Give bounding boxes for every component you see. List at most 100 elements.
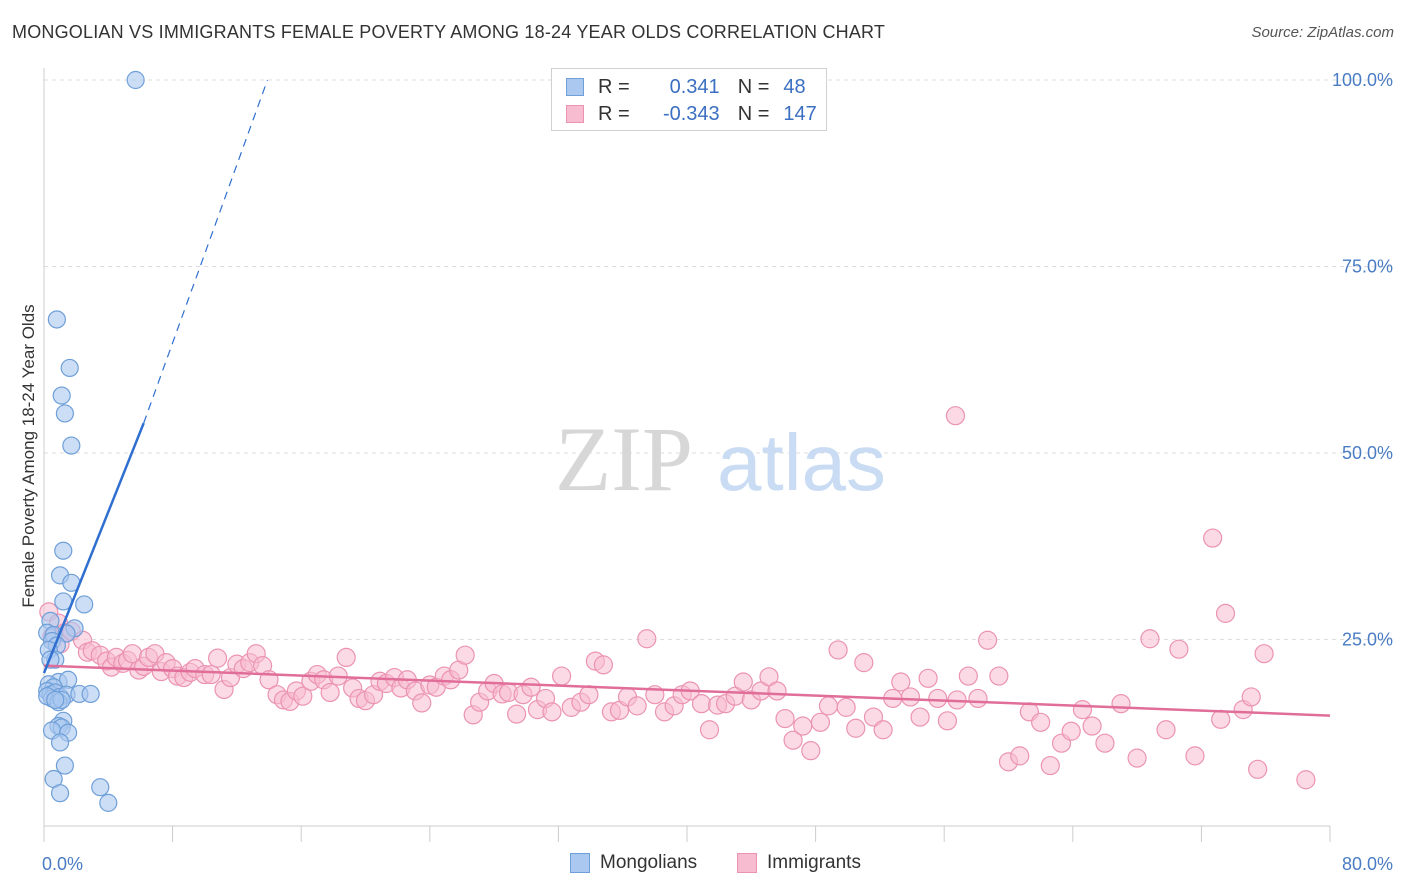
mongolians-points <box>38 70 145 812</box>
mongolians-trend-line <box>42 422 145 674</box>
mongolians-point <box>99 793 118 812</box>
immigrants-point <box>846 718 866 738</box>
immigrants-point <box>699 720 720 740</box>
immigrants-point <box>767 681 787 701</box>
mongolians-point <box>62 436 81 455</box>
immigrants-point <box>691 694 712 714</box>
mongolians-point <box>46 690 65 710</box>
mongolians-point <box>50 733 70 752</box>
immigrants-point <box>201 664 221 685</box>
immigrants-point <box>1248 759 1268 779</box>
y-tick-label-0: 25.0% <box>1342 630 1393 650</box>
mongolians-point <box>55 404 74 423</box>
immigrants-point <box>1010 746 1030 766</box>
immigrants-point <box>1169 639 1189 659</box>
immigrants-swatch <box>566 105 584 123</box>
immigrants-point <box>818 696 839 716</box>
immigrants-point <box>863 707 884 727</box>
immigrants-point <box>978 630 998 650</box>
immigrants-point <box>1156 720 1176 740</box>
y-tick-labels: 25.0% 50.0% 75.0% 100.0% <box>1332 70 1393 650</box>
immigrants-legend-swatch <box>737 853 757 873</box>
immigrants-point <box>552 666 572 686</box>
immigrants-point <box>627 696 647 716</box>
mongolians-legend-label: Mongolians <box>600 852 698 873</box>
immigrants-point <box>783 730 803 750</box>
immigrants-point <box>891 672 911 692</box>
mongolians-legend-swatch <box>570 853 590 873</box>
legend-item-mongolians[interactable]: Mongolians <box>570 852 697 874</box>
immigrants-point <box>1296 770 1316 790</box>
immigrants-trend-line <box>43 664 1331 717</box>
immigrants-point <box>1072 700 1093 720</box>
immigrants-point <box>1127 748 1147 768</box>
grid-lines <box>44 79 1393 640</box>
immigrants-point <box>1040 755 1060 776</box>
y-axis-title: Female Poverty Among 18-24 Year Olds <box>19 304 38 607</box>
immigrants-point <box>1203 528 1223 548</box>
immigrants-point <box>910 707 930 727</box>
immigrants-point <box>455 645 475 665</box>
immigrants-point <box>1140 629 1160 649</box>
mongolians-point <box>60 358 79 378</box>
immigrants-point <box>810 712 831 732</box>
y-tick-label-2: 75.0% <box>1342 257 1393 277</box>
mongolians-point <box>81 684 100 704</box>
immigrants-point <box>1095 733 1115 753</box>
immigrants-point <box>836 697 856 717</box>
mongolians-point <box>75 595 94 614</box>
immigrants-legend-label: Immigrants <box>767 852 861 873</box>
mongolians-point <box>126 70 145 90</box>
immigrants-point <box>937 711 958 731</box>
immigrants-point <box>873 720 893 740</box>
immigrants-point <box>793 716 813 736</box>
y-tick-label-1: 50.0% <box>1342 443 1393 463</box>
mongolians-point <box>47 310 66 329</box>
immigrants-point <box>412 693 432 713</box>
immigrants-point <box>320 682 340 703</box>
immigrants-point <box>542 702 562 722</box>
immigrants-point <box>579 685 599 705</box>
immigrants-n-value: 147 <box>783 102 817 125</box>
legend-row-immigrants: R = -0.343 N = 147 <box>566 102 817 126</box>
watermark-zip: ZIP <box>555 408 693 510</box>
r-label: R = <box>598 75 630 98</box>
immigrants-point <box>801 741 821 761</box>
mongolians-r-value: 0.341 <box>669 75 720 98</box>
chart-title: MONGOLIAN VS IMMIGRANTS FEMALE POVERTY A… <box>12 22 886 42</box>
immigrants-point <box>1082 716 1102 736</box>
immigrants-point <box>1211 709 1231 729</box>
mongolians-n-value: 48 <box>783 75 806 98</box>
immigrants-point <box>593 655 614 675</box>
immigrants-point <box>1185 746 1205 766</box>
immigrants-point <box>733 672 753 692</box>
immigrants-point <box>854 653 874 673</box>
mongolians-trend-extension <box>143 79 269 424</box>
trend-lines <box>42 79 1331 717</box>
n-label: N = <box>737 75 770 98</box>
legend-item-immigrants[interactable]: Immigrants <box>737 852 861 874</box>
r-label: R = <box>598 102 630 125</box>
y-tick-label-3: 100.0% <box>1332 70 1393 90</box>
legend-row-mongolians: R = 0.341 N = 48 <box>566 75 806 99</box>
immigrants-point <box>293 686 313 706</box>
immigrants-point <box>958 666 978 686</box>
immigrants-point <box>928 688 948 709</box>
immigrants-point <box>945 406 966 426</box>
n-label: N = <box>737 102 770 125</box>
mongolians-swatch <box>566 78 584 96</box>
immigrants-point <box>507 704 527 724</box>
mongolians-point <box>91 778 110 797</box>
stats-legend: R = 0.341 N = 48 R = -0.343 N = 147 <box>551 68 827 131</box>
immigrants-point <box>1215 603 1236 623</box>
immigrants-point <box>1061 721 1081 741</box>
watermark-atlas: atlas <box>717 418 886 507</box>
mongolians-point <box>54 541 73 560</box>
immigrants-point <box>989 666 1009 686</box>
mongolians-point <box>55 756 74 775</box>
x-tick-label-max: 80.0% <box>1342 854 1393 874</box>
mongolians-point <box>50 784 70 803</box>
immigrants-point <box>968 688 988 709</box>
immigrants-point <box>1254 644 1274 664</box>
immigrants-r-value: -0.343 <box>662 102 720 125</box>
